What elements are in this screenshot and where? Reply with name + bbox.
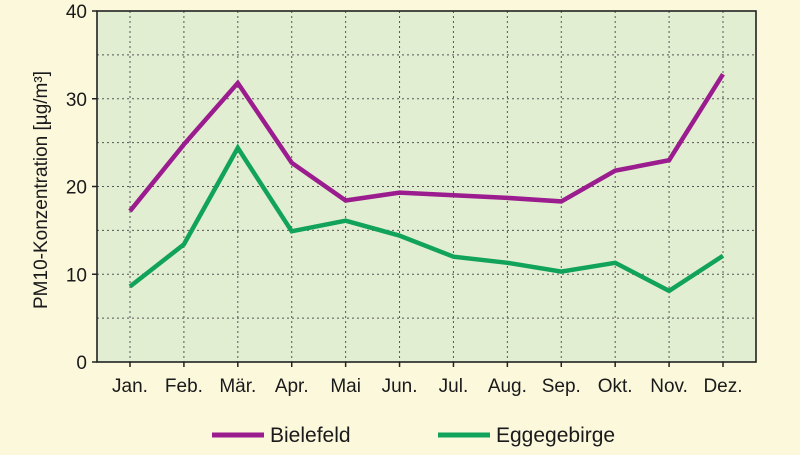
x-tick-label: Aug. bbox=[488, 376, 527, 397]
legend-label-bielefeld: Bielefeld bbox=[270, 424, 351, 447]
grid-lines bbox=[97, 11, 756, 362]
y-tick-label: 0 bbox=[76, 353, 87, 374]
x-tick-label: Dez. bbox=[703, 376, 742, 397]
x-tick-label: Mai bbox=[330, 376, 361, 397]
plot-area bbox=[97, 11, 756, 362]
x-tick-label: Sep. bbox=[542, 376, 581, 397]
legend-label-eggegebirge: Eggegebirge bbox=[496, 424, 615, 447]
y-tick-label: 10 bbox=[66, 265, 87, 286]
x-tick-label: Nov. bbox=[650, 376, 688, 397]
x-axis-ticks: Jan. Feb. Mär. Apr. Mai Jun. Jul. Aug. Sep. Okt. N… bbox=[112, 362, 743, 397]
x-tick-label: Okt. bbox=[598, 376, 633, 397]
x-tick-label: Feb. bbox=[165, 376, 203, 397]
y-tick-label: 30 bbox=[66, 90, 87, 111]
series-line-eggegebirge bbox=[128, 143, 725, 294]
x-tick-label: Apr. bbox=[275, 376, 309, 397]
series-line-bielefeld bbox=[128, 73, 725, 213]
x-tick-label: Jan. bbox=[112, 376, 148, 397]
y-tick-label: 40 bbox=[66, 2, 87, 23]
y-axis-label: PM10-Konzentration [µg/m³] bbox=[31, 71, 52, 309]
y-tick-label: 20 bbox=[66, 178, 87, 199]
x-tick-label: Mär. bbox=[219, 376, 256, 397]
series-lines bbox=[128, 73, 725, 294]
x-tick-label: Jul. bbox=[439, 376, 469, 397]
x-tick-label: Jun. bbox=[382, 376, 418, 397]
y-axis-ticks: 0 10 20 30 40 bbox=[66, 2, 97, 374]
legend: Bielefeld Eggegebirge bbox=[212, 424, 615, 447]
